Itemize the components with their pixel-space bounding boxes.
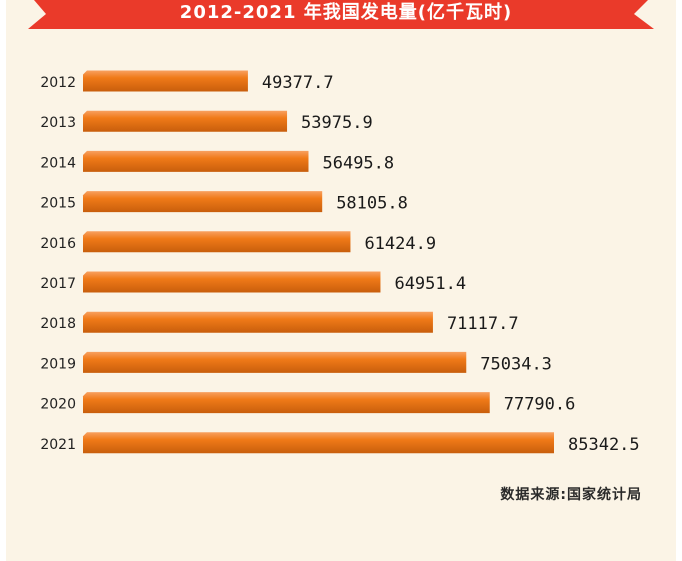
category-label: 2013 [40, 115, 76, 131]
category-label: 2020 [40, 397, 76, 413]
bar [83, 392, 490, 414]
category-label: 2014 [40, 155, 76, 171]
data-source-note: 数据来源:国家统计局 [500, 487, 642, 503]
value-label: 71117.7 [447, 314, 519, 334]
category-label: 2015 [40, 196, 76, 212]
value-label: 49377.7 [262, 73, 334, 93]
title-banner [28, 0, 654, 29]
value-label: 77790.6 [504, 395, 576, 415]
bar-chart: 2012 49377.7 2013 53975.9 2014 56495.8 2015 581… [40, 70, 640, 455]
value-label: 53975.9 [301, 113, 373, 133]
bar [83, 351, 467, 373]
bar [83, 110, 288, 132]
value-label: 61424.9 [364, 234, 436, 254]
category-label: 2016 [40, 236, 76, 252]
bar [83, 150, 309, 172]
value-label: 56495.8 [322, 153, 394, 173]
chart-card: 2012-2021 年我国发电量(亿千瓦时) 2012 49377.7 2013 53… [6, 0, 676, 561]
chart-title: 2012-2021 年我国发电量(亿千瓦时) [179, 2, 513, 23]
value-label: 75034.3 [480, 354, 552, 374]
bar [83, 231, 351, 253]
bar [83, 191, 323, 213]
category-label: 2019 [40, 356, 76, 372]
bar [83, 432, 554, 454]
bar [83, 271, 381, 293]
category-label: 2018 [40, 316, 76, 332]
bar [83, 70, 248, 92]
value-label: 58105.8 [336, 194, 408, 214]
category-label: 2017 [40, 276, 76, 292]
category-label: 2012 [40, 75, 76, 91]
value-label: 85342.5 [568, 435, 640, 455]
category-label: 2021 [40, 437, 76, 453]
value-label: 64951.4 [394, 274, 466, 294]
bar [83, 311, 433, 333]
